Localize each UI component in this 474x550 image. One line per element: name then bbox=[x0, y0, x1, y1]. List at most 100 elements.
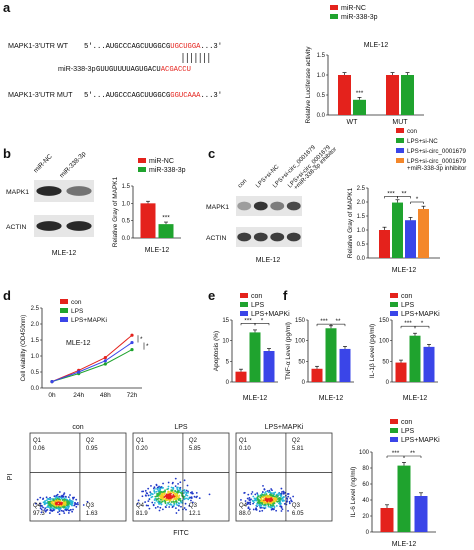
sequence-text: GUUGUUUUAGUGACUACGACCU bbox=[96, 66, 191, 74]
flow-event bbox=[169, 503, 172, 505]
flow-event bbox=[71, 504, 73, 506]
flow-event bbox=[173, 502, 175, 504]
y-tick-label: 0.0 bbox=[317, 113, 326, 119]
flow-event bbox=[259, 503, 262, 506]
blot-background bbox=[236, 227, 302, 247]
flow-event bbox=[171, 489, 174, 492]
bar bbox=[392, 202, 403, 258]
flow-event bbox=[159, 494, 162, 497]
bar bbox=[401, 75, 414, 115]
legend-swatch bbox=[396, 128, 404, 133]
flow-event bbox=[172, 499, 175, 501]
flow-event bbox=[271, 498, 274, 501]
flow-event bbox=[54, 497, 57, 500]
flow-event bbox=[150, 496, 153, 499]
blot-background bbox=[34, 180, 94, 202]
flow-event bbox=[51, 498, 53, 500]
flow-event bbox=[75, 505, 78, 508]
flow-event bbox=[178, 498, 181, 500]
flow-event bbox=[159, 486, 162, 489]
flow-event bbox=[247, 493, 250, 496]
flow-event bbox=[176, 488, 179, 491]
flow-event bbox=[263, 493, 266, 496]
flow-event bbox=[175, 501, 178, 504]
blot-background bbox=[34, 215, 94, 237]
flow-event bbox=[77, 503, 79, 506]
flow-event bbox=[289, 497, 292, 500]
bar-chart-f2 bbox=[390, 319, 438, 383]
legend-label: LPS+MAPKi bbox=[71, 317, 107, 324]
flow-event bbox=[271, 494, 274, 497]
flow-event bbox=[67, 496, 70, 499]
quadrant-label: Q2 bbox=[292, 438, 301, 444]
data-point bbox=[130, 333, 134, 337]
flow-plot-frame bbox=[29, 432, 127, 522]
sequence-label: miR-338-3p bbox=[58, 64, 96, 73]
flow-event bbox=[280, 492, 283, 495]
flow-event bbox=[39, 496, 42, 499]
flow-event bbox=[261, 493, 264, 496]
flow-event bbox=[63, 502, 66, 505]
bar bbox=[395, 362, 407, 382]
blot-background bbox=[236, 196, 302, 216]
flow-event bbox=[49, 507, 52, 510]
flow-event bbox=[153, 490, 156, 493]
flow-event bbox=[262, 484, 264, 487]
flow-event bbox=[175, 487, 178, 489]
flow-event bbox=[154, 497, 157, 500]
panel-letter-d: d bbox=[3, 288, 11, 303]
legend-swatch bbox=[390, 428, 398, 433]
y-tick-label: 0.5 bbox=[317, 93, 326, 99]
flow-event bbox=[43, 500, 46, 503]
y-axis-label: Relative Gray of MAPK1 bbox=[347, 187, 354, 258]
flow-event bbox=[252, 502, 254, 505]
quadrant-value: 5.85 bbox=[189, 446, 201, 452]
flow-event bbox=[267, 505, 270, 508]
flow-event bbox=[188, 504, 191, 507]
y-tick-label: 0.5 bbox=[31, 370, 40, 376]
flow-event bbox=[43, 509, 46, 511]
flow-event bbox=[162, 498, 165, 500]
lane-label: +miR-338-3p inhibitor bbox=[293, 146, 338, 191]
flow-event bbox=[172, 500, 175, 503]
legend-label: LPS+si-circ_0001679 bbox=[407, 148, 467, 155]
flow-event bbox=[53, 505, 55, 508]
flow-event bbox=[256, 492, 259, 495]
flow-event bbox=[244, 500, 247, 502]
y-tick-label: 1.5 bbox=[31, 338, 40, 344]
panel-letter-c: c bbox=[208, 146, 215, 161]
flow-event bbox=[163, 493, 166, 496]
flow-event bbox=[168, 506, 171, 508]
flow-event bbox=[167, 487, 170, 490]
flow-event bbox=[164, 490, 166, 493]
flow-event bbox=[147, 500, 150, 503]
flow-event bbox=[145, 492, 148, 494]
flow-event bbox=[73, 496, 75, 499]
y-tick-label: 0.0 bbox=[122, 236, 131, 242]
flow-event bbox=[263, 503, 266, 506]
blot-band bbox=[237, 201, 252, 211]
legend-swatch bbox=[240, 311, 248, 316]
flow-event bbox=[290, 499, 292, 502]
flow-event bbox=[153, 492, 156, 494]
legend-swatch bbox=[60, 317, 68, 322]
flow-event bbox=[191, 492, 194, 495]
flow-event bbox=[58, 495, 61, 498]
sequence-text: 5'...AUGCCCAGCUUGGCGGGUCAAA...3' bbox=[84, 92, 222, 100]
panel-letter-f: f bbox=[283, 288, 288, 303]
bar bbox=[311, 368, 323, 382]
sequence-label: MAPK1-3'UTR MUT bbox=[8, 90, 73, 99]
flow-event bbox=[51, 507, 54, 510]
legend-swatch bbox=[390, 302, 398, 307]
flow-event bbox=[159, 498, 162, 501]
flow-event bbox=[157, 497, 160, 500]
significance-label: ** bbox=[335, 318, 341, 325]
flow-event bbox=[145, 504, 148, 507]
flow-event bbox=[40, 511, 43, 514]
legend-label: miR-338-3p bbox=[341, 14, 378, 21]
flow-event bbox=[158, 487, 161, 489]
flow-event bbox=[58, 510, 61, 512]
flow-event bbox=[270, 488, 273, 490]
flow-event bbox=[55, 503, 58, 506]
flow-event bbox=[267, 501, 270, 504]
